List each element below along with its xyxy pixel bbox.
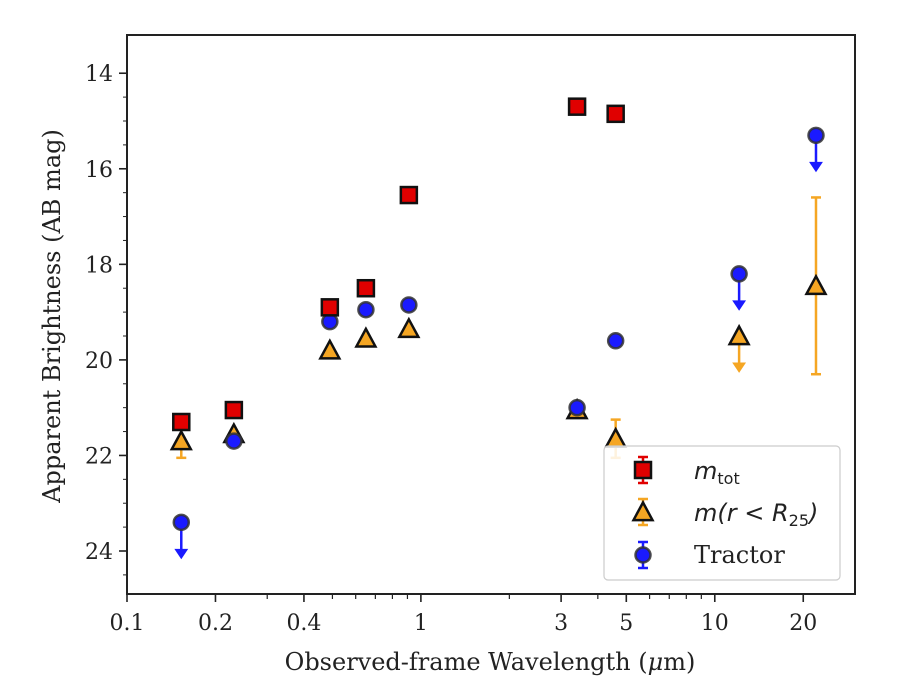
data-point-tractor [400, 296, 418, 314]
upper-limit-arrow-head [174, 548, 189, 560]
x-axis-label: Observed-frame Wavelength (μm) [285, 648, 696, 676]
plot-frame [126, 34, 856, 595]
y-tick-label: 16 [85, 158, 113, 183]
y-tick-label: 20 [85, 349, 113, 374]
data-point-tractor [357, 300, 375, 319]
data-point-tractor [568, 398, 586, 417]
legend-box [603, 445, 841, 581]
legend: mtot m(r < R25) Tractor [603, 445, 841, 581]
axes: 0.1 0.2 0.4 1 3 5 10 20 14 16 18 20 22 24 [85, 34, 856, 636]
legend-label-mtot: mtot [694, 457, 740, 488]
upper-limit-arrow-head [732, 300, 747, 311]
data-point-mtot [399, 185, 419, 205]
data-point-mtot [356, 278, 376, 298]
data-point-mr25 [397, 316, 421, 339]
data-point-mr25 [169, 428, 193, 451]
data-point-mtot [567, 97, 587, 116]
data-point-mtot [320, 298, 340, 317]
series-tractor [172, 126, 825, 560]
y-tick-label: 18 [85, 253, 113, 278]
legend-marker-mr25 [631, 499, 655, 522]
series-mtot [172, 97, 625, 432]
legend-marker-tractor [634, 546, 652, 564]
data-point-mr25 [727, 323, 751, 346]
y-axis-label: Apparent Brightness (AB mag) [38, 129, 66, 504]
x-tick-label: 20 [789, 611, 817, 636]
data-point-tractor [730, 265, 748, 283]
data-point-mr25 [354, 326, 378, 348]
legend-marker-mtot [633, 460, 653, 480]
data-point-mtot [172, 412, 191, 432]
upper-limit-arrow-head [732, 362, 747, 373]
data-point-mr25 [318, 338, 342, 360]
y-tick-label: 22 [85, 444, 113, 469]
data-point-mtot [606, 104, 625, 124]
data-point-mr25 [604, 426, 628, 449]
x-tick-label: 3 [554, 611, 568, 636]
x-tick-label: 0.2 [198, 611, 233, 636]
x-tick-label: 5 [619, 611, 633, 636]
y-tick-label: 14 [85, 62, 113, 87]
x-tick-label: 0.1 [110, 611, 145, 636]
y-tick-label: 24 [85, 540, 113, 565]
data-point-tractor [172, 513, 191, 532]
legend-label-tractor: Tractor [694, 541, 785, 569]
series-mr25 [169, 196, 828, 460]
x-tick-label: 0.4 [286, 611, 321, 636]
plot-area [169, 97, 828, 560]
data-point-tractor [606, 332, 625, 350]
data-point-tractor [807, 126, 825, 145]
data-point-mtot [224, 400, 244, 420]
x-tick-label: 10 [701, 611, 729, 636]
legend-label-mr25: m(r < R25) [694, 499, 818, 530]
data-point-mr25 [804, 273, 828, 296]
x-tick-label: 1 [414, 611, 428, 636]
data-point-tractor [225, 432, 243, 450]
upper-limit-arrow-head [809, 161, 823, 173]
